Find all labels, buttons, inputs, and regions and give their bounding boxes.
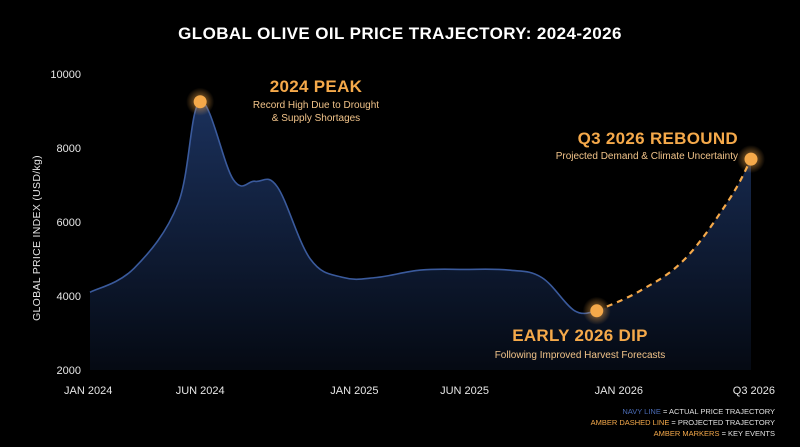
legend-key-amber-markers: AMBER MARKERS (654, 429, 720, 438)
legend-key-navy: NAVY LINE (622, 407, 661, 416)
annotation-rebound-subtitle: Projected Demand & Climate Uncertainty (556, 151, 738, 162)
legend-entry-amber-markers: AMBER MARKERS = KEY EVENTS (654, 429, 775, 438)
annotation-peak-subtitle-2: & Supply Shortages (272, 113, 360, 124)
legend-key-amber-dashed: AMBER DASHED LINE (591, 418, 670, 427)
y-tick-labels: 2000 4000 6000 8000 10000 (50, 69, 81, 377)
x-tick-label: JAN 2025 (330, 385, 378, 397)
x-tick-label: JAN 2024 (64, 385, 112, 397)
annotation-rebound-title: Q3 2026 REBOUND (578, 129, 738, 148)
key-event-marker (590, 304, 604, 318)
y-axis-label: GLOBAL PRICE INDEX (USD/kg) (31, 155, 43, 321)
annotation-dip-title: EARLY 2026 DIP (512, 326, 648, 345)
legend-text-amber-dashed: = PROJECTED TRAJECTORY (669, 418, 775, 427)
annotation-dip-subtitle: Following Improved Harvest Forecasts (495, 350, 666, 361)
key-event-marker (744, 152, 758, 166)
annotation-peak-title: 2024 PEAK (270, 77, 363, 96)
annotation-rebound: Q3 2026 REBOUND Projected Demand & Clima… (556, 129, 738, 162)
legend-entry-amber-dashed: AMBER DASHED LINE = PROJECTED TRAJECTORY (591, 418, 775, 427)
y-tick-label: 2000 (57, 365, 81, 377)
key-event-marker (193, 95, 207, 109)
legend-text-navy: = ACTUAL PRICE TRAJECTORY (661, 407, 775, 416)
x-tick-label: Q3 2026 (733, 385, 775, 397)
y-tick-label: 4000 (57, 291, 81, 303)
annotation-peak: 2024 PEAK Record High Due to Drought & S… (253, 77, 379, 124)
x-tick-label: JUN 2025 (440, 385, 489, 397)
annotation-peak-subtitle-1: Record High Due to Drought (253, 100, 379, 111)
actual-price-area (90, 101, 751, 370)
key-event-markers (186, 87, 765, 325)
legend-entry-navy: NAVY LINE = ACTUAL PRICE TRAJECTORY (622, 407, 775, 416)
y-tick-label: 8000 (57, 143, 81, 155)
y-tick-label: 10000 (50, 69, 81, 81)
actual-price-line (89, 100, 597, 315)
chart-title: GLOBAL OLIVE OIL PRICE TRAJECTORY: 2024-… (178, 24, 622, 43)
x-tick-label: JUN 2024 (176, 385, 225, 397)
projected-price-line (596, 158, 752, 312)
legend: NAVY LINE = ACTUAL PRICE TRAJECTORY AMBE… (591, 407, 775, 438)
y-tick-label: 6000 (57, 217, 81, 229)
annotation-dip: EARLY 2026 DIP Following Improved Harves… (495, 326, 666, 361)
x-tick-labels: JAN 2024 JUN 2024 JAN 2025 JUN 2025 JAN 2026… (64, 385, 775, 397)
x-tick-label: JAN 2026 (595, 385, 643, 397)
legend-text-amber-markers: = KEY EVENTS (719, 429, 775, 438)
